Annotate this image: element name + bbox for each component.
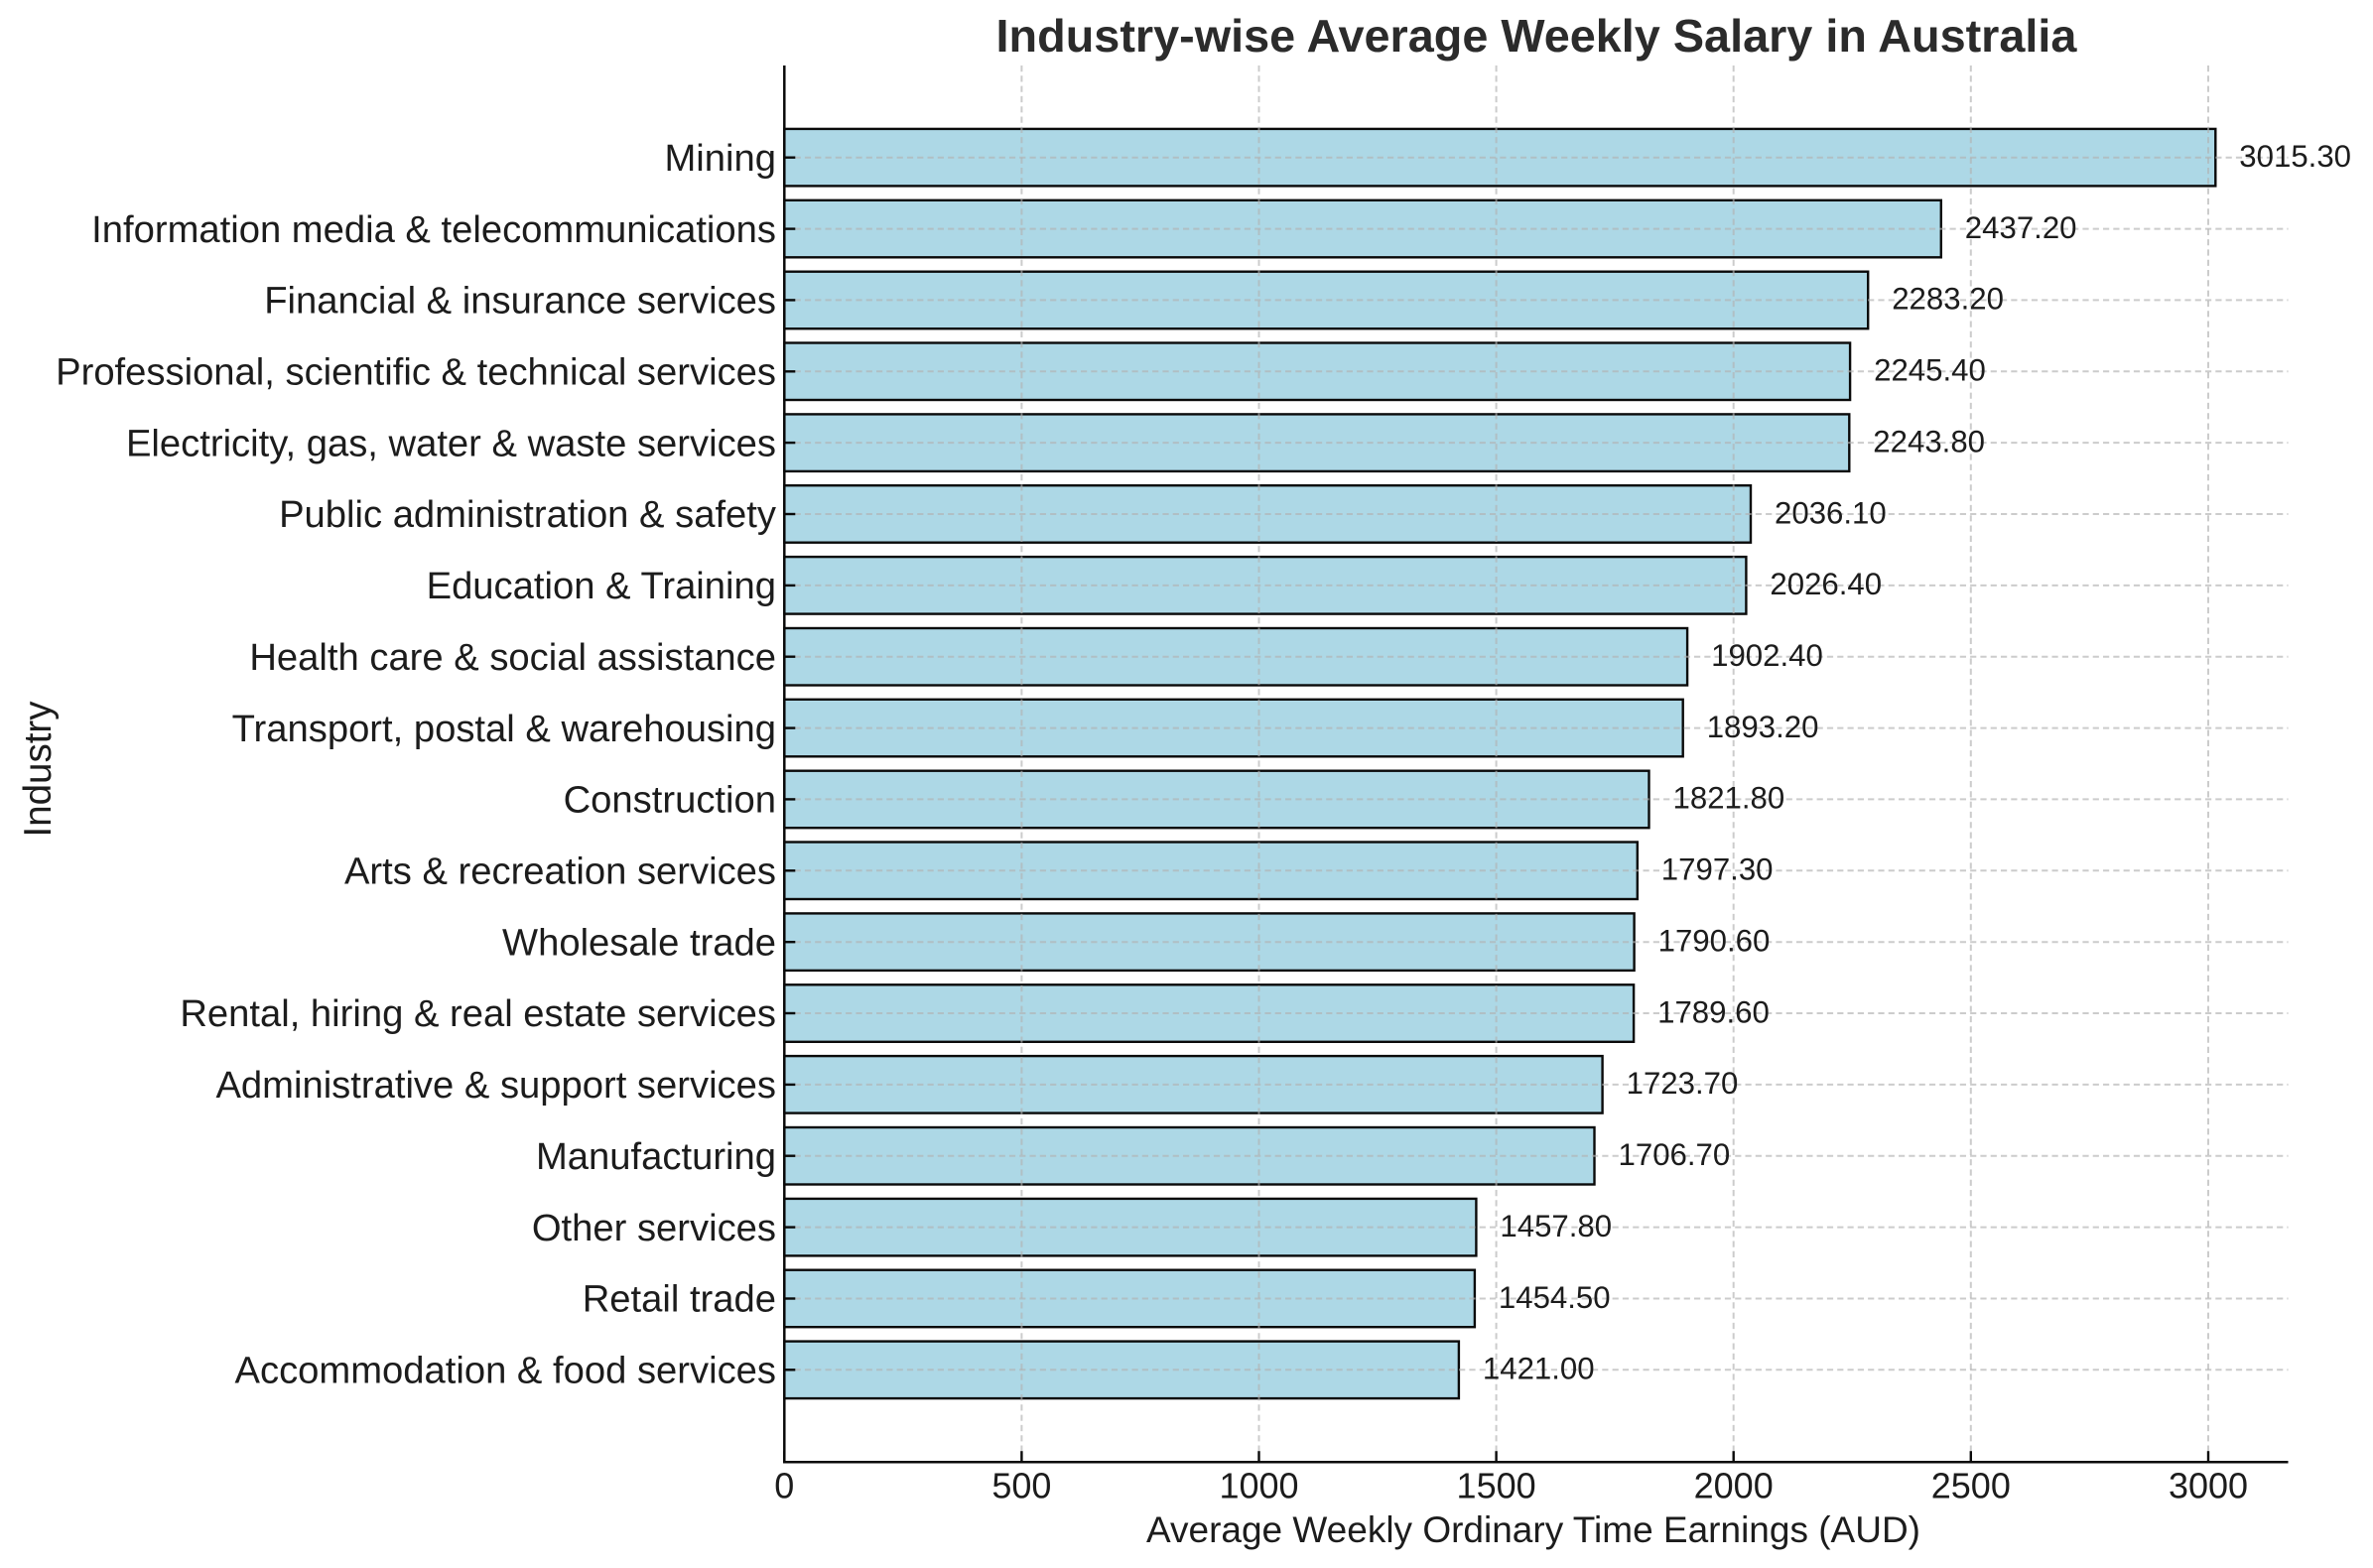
svg-text:2245.40: 2245.40	[1874, 353, 1986, 388]
svg-text:1723.70: 1723.70	[1627, 1066, 1739, 1101]
svg-text:Transport, postal & warehousin: Transport, postal & warehousing	[232, 708, 776, 750]
svg-text:2500: 2500	[1931, 1466, 2011, 1506]
svg-text:2283.20: 2283.20	[1892, 282, 2004, 317]
svg-text:Information media & telecommun: Information media & telecommunications	[91, 208, 776, 251]
svg-text:Health care & social assistanc: Health care & social assistance	[249, 636, 776, 679]
svg-text:Accommodation & food services: Accommodation & food services	[235, 1350, 776, 1392]
svg-text:Financial & insurance services: Financial & insurance services	[264, 280, 776, 323]
svg-text:500: 500	[991, 1466, 1051, 1506]
svg-text:Construction: Construction	[564, 779, 776, 822]
svg-text:2036.10: 2036.10	[1775, 495, 1887, 530]
svg-text:Public administration & safety: Public administration & safety	[279, 493, 777, 536]
svg-text:Mining: Mining	[665, 137, 777, 180]
svg-text:Administrative & support servi: Administrative & support services	[215, 1064, 776, 1107]
svg-text:Average Weekly Ordinary Time E: Average Weekly Ordinary Time Earnings (A…	[1146, 1509, 1920, 1550]
svg-text:3000: 3000	[2169, 1466, 2248, 1506]
svg-text:1000: 1000	[1219, 1466, 1298, 1506]
svg-text:2000: 2000	[1694, 1466, 1774, 1506]
svg-text:0: 0	[774, 1466, 794, 1506]
svg-text:3015.30: 3015.30	[2239, 139, 2351, 174]
svg-text:2437.20: 2437.20	[1965, 210, 2077, 245]
svg-text:1789.60: 1789.60	[1657, 994, 1770, 1029]
svg-text:1454.50: 1454.50	[1499, 1280, 1611, 1315]
svg-text:Industry: Industry	[17, 701, 60, 838]
svg-text:1706.70: 1706.70	[1619, 1137, 1731, 1172]
svg-text:1902.40: 1902.40	[1711, 638, 1823, 673]
svg-text:1821.80: 1821.80	[1673, 781, 1785, 816]
svg-text:Electricity, gas, water & wast: Electricity, gas, water & waste services	[126, 422, 776, 464]
svg-text:1500: 1500	[1457, 1466, 1536, 1506]
svg-text:Industry-wise Average Weekly S: Industry-wise Average Weekly Salary in A…	[996, 10, 2078, 62]
svg-text:1790.60: 1790.60	[1658, 924, 1771, 959]
svg-text:2026.40: 2026.40	[1770, 567, 1882, 601]
svg-text:Rental, hiring & real estate s: Rental, hiring & real estate services	[180, 992, 776, 1035]
svg-text:Arts & recreation services: Arts & recreation services	[344, 850, 776, 893]
svg-text:Education & Training: Education & Training	[427, 565, 776, 607]
svg-text:Other services: Other services	[532, 1207, 776, 1249]
svg-text:Wholesale trade: Wholesale trade	[502, 921, 776, 964]
svg-text:1421.00: 1421.00	[1483, 1352, 1595, 1386]
svg-text:2243.80: 2243.80	[1873, 424, 1985, 458]
svg-text:Retail trade: Retail trade	[583, 1278, 776, 1321]
svg-text:1893.20: 1893.20	[1707, 710, 1819, 744]
svg-text:Professional, scientific & tec: Professional, scientific & technical ser…	[56, 351, 776, 394]
svg-text:1457.80: 1457.80	[1500, 1209, 1612, 1243]
svg-text:Manufacturing: Manufacturing	[536, 1135, 776, 1178]
svg-text:1797.30: 1797.30	[1661, 852, 1774, 887]
